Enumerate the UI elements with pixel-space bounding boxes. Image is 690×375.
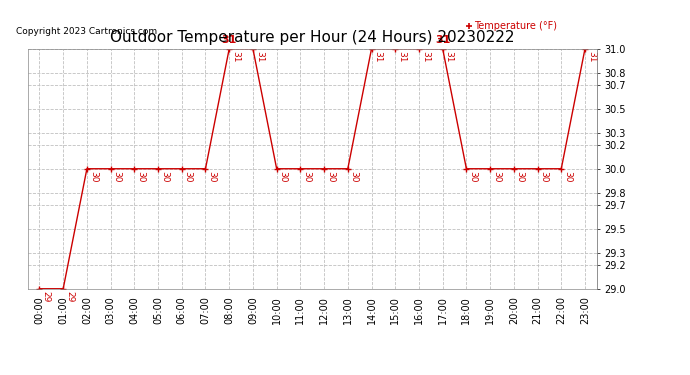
Text: 31: 31 (231, 51, 240, 63)
Text: 30: 30 (136, 171, 145, 183)
Text: 31: 31 (221, 35, 237, 45)
Text: 31: 31 (421, 51, 430, 63)
Text: 30: 30 (469, 171, 477, 183)
Text: 30: 30 (208, 171, 217, 183)
Text: 30: 30 (326, 171, 335, 183)
Text: 30: 30 (112, 171, 121, 183)
Text: 30: 30 (492, 171, 501, 183)
Text: 30: 30 (89, 171, 98, 183)
Text: 31: 31 (435, 35, 451, 45)
Text: 31: 31 (397, 51, 406, 63)
Text: 30: 30 (160, 171, 169, 183)
Text: 31: 31 (587, 51, 596, 63)
Text: 30: 30 (563, 171, 572, 183)
Text: 30: 30 (515, 171, 524, 183)
Text: Temperature (°F): Temperature (°F) (475, 21, 558, 31)
Text: 31: 31 (444, 51, 453, 63)
Text: 30: 30 (279, 171, 288, 183)
Title: Outdoor Temperature per Hour (24 Hours) 20230222: Outdoor Temperature per Hour (24 Hours) … (110, 30, 515, 45)
Text: 30: 30 (302, 171, 311, 183)
Text: 30: 30 (540, 171, 549, 183)
Text: 30: 30 (350, 171, 359, 183)
Text: 30: 30 (184, 171, 193, 183)
Text: 31: 31 (255, 51, 264, 63)
Text: 29: 29 (65, 291, 74, 303)
Text: Copyright 2023 Cartronics.com: Copyright 2023 Cartronics.com (17, 27, 157, 36)
Text: 29: 29 (41, 291, 50, 303)
Text: 31: 31 (373, 51, 382, 63)
